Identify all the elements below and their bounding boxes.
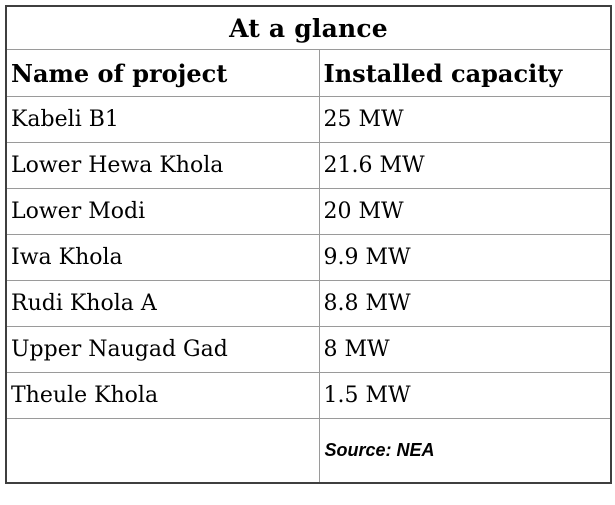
installed-capacity-cell: 8 MW	[318, 326, 612, 373]
table-header-row: Name of project Installed capacity	[5, 49, 612, 97]
table-body: Kabeli B1 25 MW Lower Hewa Khola 21.6 MW Low…	[5, 96, 612, 419]
project-name-cell: Kabeli B1	[5, 96, 320, 143]
table-title: At a glance	[5, 5, 612, 50]
table-row: Kabeli B1 25 MW	[5, 96, 612, 143]
installed-capacity-cell: 9.9 MW	[318, 234, 612, 281]
source-note: Source: NEA	[318, 418, 612, 484]
table-row: Rudi Khola A 8.8 MW	[5, 280, 612, 327]
project-name-cell: Iwa Khola	[5, 234, 320, 281]
installed-capacity-cell: 25 MW	[318, 96, 612, 143]
column-header-installed-capacity: Installed capacity	[318, 49, 612, 97]
installed-capacity-cell: 21.6 MW	[318, 142, 612, 189]
column-header-name-of-project: Name of project	[5, 49, 320, 97]
installed-capacity-cell: 20 MW	[318, 188, 612, 235]
project-name-cell: Theule Khola	[5, 372, 320, 419]
project-name-cell: Rudi Khola A	[5, 280, 320, 327]
table-row: Upper Naugad Gad 8 MW	[5, 326, 612, 373]
table-row: Lower Modi 20 MW	[5, 188, 612, 235]
source-row: Source: NEA	[5, 418, 612, 484]
source-empty-cell	[5, 418, 320, 484]
project-name-cell: Upper Naugad Gad	[5, 326, 320, 373]
project-name-cell: Lower Hewa Khola	[5, 142, 320, 189]
installed-capacity-cell: 8.8 MW	[318, 280, 612, 327]
table-title-row: At a glance	[5, 5, 612, 50]
table-row: Theule Khola 1.5 MW	[5, 372, 612, 419]
table-row: Lower Hewa Khola 21.6 MW	[5, 142, 612, 189]
at-a-glance-table: At a glance Name of project Installed ca…	[5, 5, 613, 484]
table-row: Iwa Khola 9.9 MW	[5, 234, 612, 281]
installed-capacity-cell: 1.5 MW	[318, 372, 612, 419]
project-name-cell: Lower Modi	[5, 188, 320, 235]
